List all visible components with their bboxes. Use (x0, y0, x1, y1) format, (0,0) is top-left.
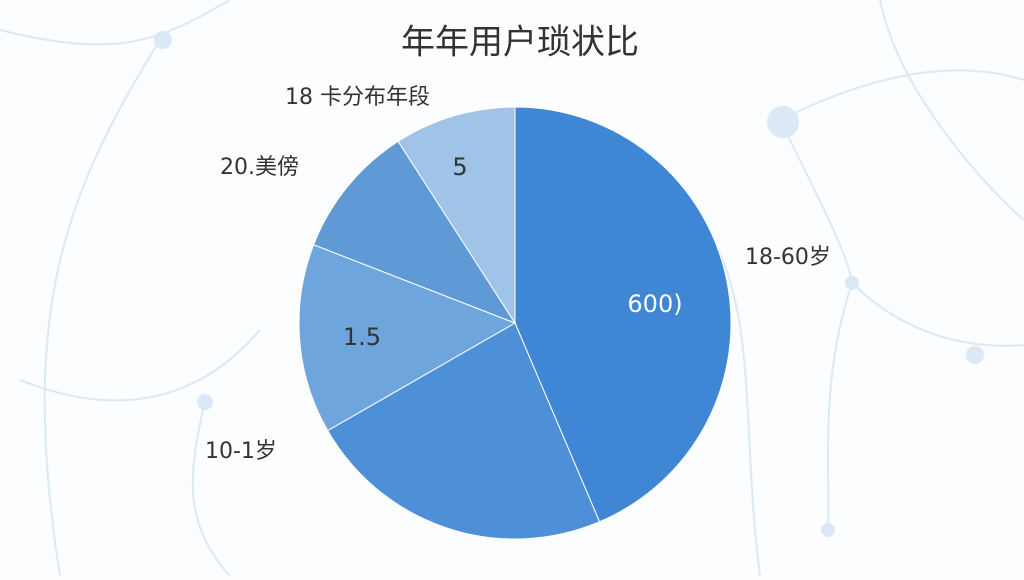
slice-annotation: 5 (452, 153, 467, 181)
slice-label: 20.美傍 (220, 155, 299, 180)
slice-label: 18-60岁 (745, 245, 831, 270)
pie-slice (514, 106, 732, 523)
chart-title: 年年用户琐状比 (401, 23, 639, 63)
slice-annotation: 600) (627, 290, 682, 318)
slice-label: 10-1岁 (205, 439, 277, 464)
pie-slice (313, 140, 517, 325)
pie-slice (327, 322, 601, 540)
slice-annotation: 1.5 (343, 323, 381, 351)
pie-slice (298, 244, 517, 432)
slice-label: 18 卡分布年段 (285, 85, 430, 110)
pie-slice (397, 106, 516, 325)
